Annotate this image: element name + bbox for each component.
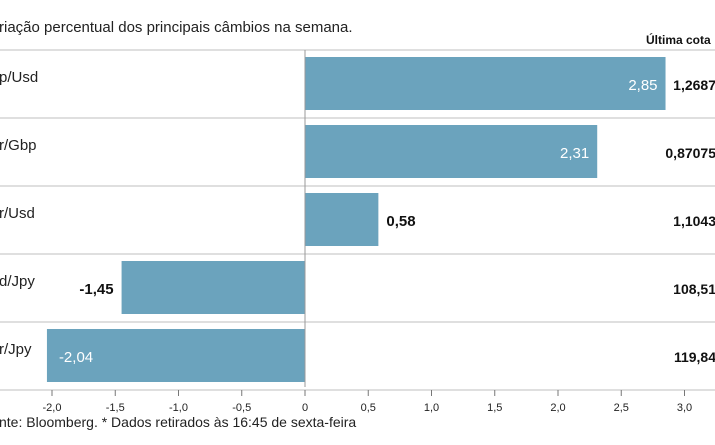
category-label: r/Jpy <box>0 341 32 358</box>
bar-value-label: 0,58 <box>386 213 415 230</box>
bar-value-label: -2,04 <box>59 349 93 366</box>
last-quote-value: 1,2687 <box>673 77 715 93</box>
x-tick-label: 1,5 <box>487 402 502 414</box>
last-quote-value: 1,1043 <box>673 213 715 229</box>
value-labels: 2,85 2,31 0,58 -1,45 -2,04 <box>59 77 658 366</box>
x-tick-label: 0 <box>302 402 308 414</box>
x-tick-label: 3,0 <box>677 402 692 414</box>
x-tick-label: -1,0 <box>169 402 188 414</box>
chart-footnote: nte: Bloomberg. * Dados retirados às 16:… <box>0 414 356 430</box>
x-tick-label: -1,5 <box>106 402 125 414</box>
last-quote-value: 0,87075 <box>665 145 715 161</box>
x-tick-label: 0,5 <box>361 402 376 414</box>
bar <box>305 125 598 178</box>
x-tick-label: -0,5 <box>232 402 251 414</box>
chart-subtitle: riação percentual dos principais câmbios… <box>0 19 353 36</box>
category-label: r/Usd <box>0 205 35 222</box>
category-label: r/Gbp <box>0 137 37 154</box>
bar-value-label: 2,85 <box>628 77 657 94</box>
category-label: d/Jpy <box>0 273 35 290</box>
last-quote-value: 108,51 <box>673 281 715 297</box>
x-tick-label: -2,0 <box>43 402 62 414</box>
last-quote-column: 1,2687 0,87075 1,1043 108,51 119,84 <box>665 77 715 365</box>
x-tick-label: 1,0 <box>424 402 439 414</box>
x-tick-label: 2,5 <box>614 402 629 414</box>
x-tick-label: 2,0 <box>550 402 565 414</box>
bar <box>305 57 666 110</box>
bar-value-label: -1,45 <box>79 281 113 298</box>
bar-value-label: 2,31 <box>560 145 589 162</box>
bars <box>46 57 666 382</box>
bar <box>305 193 379 246</box>
category-labels: p/Usd r/Gbp r/Usd d/Jpy r/Jpy <box>0 69 38 358</box>
category-label: p/Usd <box>0 69 38 86</box>
last-quote-header: Última cota <box>646 32 711 47</box>
last-quote-value: 119,84 <box>674 349 715 365</box>
bar <box>121 261 305 314</box>
row-gridlines <box>0 49 715 391</box>
bar <box>46 329 305 382</box>
x-axis: -2,0 -1,5 -1,0 -0,5 0 0,5 1,0 1,5 2,0 2,5 3,0 <box>43 390 692 414</box>
